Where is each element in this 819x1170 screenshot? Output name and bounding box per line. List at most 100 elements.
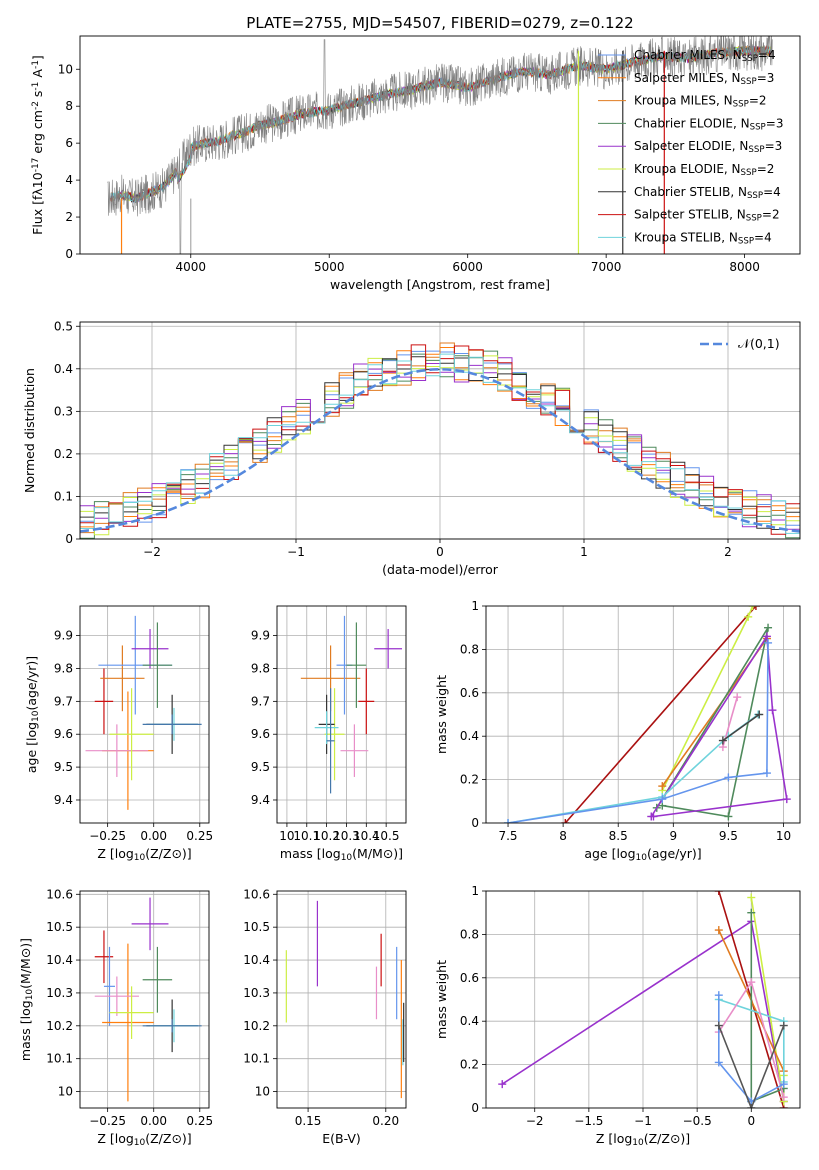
error-bar-point <box>374 629 403 669</box>
y-tick-label: 9.4 <box>251 793 270 807</box>
mass-vs-ebv-axes: 0.15 0.20 10 10.1 10.2 10.3 10.4 10.5 10.6 E(B-V) <box>243 887 407 1146</box>
residual-histogram-axes: −2 −1 0 1 2 0 0.1 0.2 0.3 0.4 0.5 (data-model)/erro… <box>22 319 801 577</box>
y-tick-label: 0.8 <box>460 642 479 656</box>
series-marker <box>751 606 760 610</box>
series-marker <box>658 795 667 804</box>
x-tick-label: 0.15 <box>295 1114 322 1128</box>
series-marker <box>658 782 667 791</box>
y-tick-label: 0.8 <box>460 927 479 941</box>
series-marker <box>733 693 742 702</box>
plot-area <box>486 606 800 823</box>
age-vs-metallicity-axes: −0.25 0.00 0.25 9.4 9.5 9.6 9.7 9.8 9.9 Z [log10(… <box>24 605 213 863</box>
x-tick-label: 10.2 <box>313 829 340 843</box>
error-bar-point <box>340 724 369 777</box>
massweight-vs-age-axes: 7.5 8 8.5 9 9.5 10 0 0.2 0.4 0.6 0.8 1 age [log10(ag… <box>434 599 801 863</box>
series-marker <box>768 706 777 715</box>
y-tick-label: 10.5 <box>46 920 73 934</box>
series-marker <box>747 1104 756 1108</box>
error-bar-point <box>142 946 173 1013</box>
error-bar-point <box>131 629 169 669</box>
y-tick-label: 10.1 <box>243 1052 270 1066</box>
x-tick-label: −2 <box>526 1114 544 1128</box>
data-line <box>107 36 773 254</box>
axes-frame <box>79 890 210 1109</box>
plot-area <box>80 322 800 539</box>
error-bar-point <box>142 1019 202 1033</box>
y-tick-label: 9.5 <box>54 760 73 774</box>
y-tick-label: 9.6 <box>54 727 73 741</box>
y-axis-label: Flux [fλ10-17 erg cm-2 s-1 A-1] <box>30 55 45 235</box>
series-marker <box>748 606 757 610</box>
x-axis-label: Z [log10(Z/Z⊙)] <box>596 1131 690 1148</box>
x-tick-label: −1 <box>287 545 305 559</box>
plot-area <box>80 606 209 823</box>
plot-area <box>80 891 209 1108</box>
y-tick-label: 9.8 <box>251 661 270 675</box>
axes-frame <box>276 605 407 824</box>
series-marker <box>744 612 753 621</box>
legend-label: 𝒩(0,1) <box>738 336 780 351</box>
x-tick-label: 5000 <box>314 260 345 274</box>
massweight-vs-metallicity-axes: −2 −1.5 −1 −0.5 0 0 0.2 0.4 0.6 0.8 1 Z [log10(Z/Z⊙… <box>434 884 801 1148</box>
plot-area <box>277 606 406 823</box>
y-tick-label: 0.5 <box>54 319 73 333</box>
series-marker <box>764 623 773 632</box>
error-bar-point <box>324 688 345 781</box>
x-axis-label: wavelength [Angstrom, rest frame] <box>330 277 550 292</box>
y-tick-label: 9.7 <box>251 694 270 708</box>
x-tick-label: 0.00 <box>140 829 167 843</box>
y-tick-label: 9.8 <box>54 661 73 675</box>
y-tick-label: 9.9 <box>54 629 73 643</box>
y-tick-label: 10 <box>58 1085 73 1099</box>
y-tick-label: 0.4 <box>460 729 479 743</box>
series-marker <box>747 893 756 902</box>
x-tick-label: 1 <box>580 545 588 559</box>
y-tick-label: 1 <box>471 884 479 898</box>
legend-label: Kroupa MILES, NSSP=2 <box>634 94 767 110</box>
legend-label: Kroupa ELODIE, NSSP=2 <box>634 162 774 178</box>
series-marker <box>498 1080 507 1089</box>
y-tick-label: 9.6 <box>251 727 270 741</box>
error-bar-point <box>94 930 114 984</box>
series-marker <box>762 632 771 641</box>
series-line <box>722 713 760 742</box>
axes-frame <box>485 605 801 824</box>
x-tick-label: 10 <box>776 829 791 843</box>
legend-label: Salpeter ELODIE, NSSP=3 <box>634 139 782 155</box>
x-tick-label: 10 <box>279 829 294 843</box>
error-bar-point <box>358 668 375 735</box>
y-tick-label: 10.2 <box>46 1019 73 1033</box>
y-tick-label: 9.7 <box>54 694 73 708</box>
y-tick-label: 10 <box>58 62 73 76</box>
error-bar-point <box>100 645 145 712</box>
x-tick-label: −0.5 <box>683 1114 712 1128</box>
y-tick-label: 9.9 <box>251 629 270 643</box>
x-axis-label: age [log10(age/yr)] <box>584 846 701 863</box>
y-tick-label: 0.2 <box>460 773 479 787</box>
legend: 𝒩(0,1) <box>700 336 780 351</box>
y-axis-label: mass [log10(M/M⊙)] <box>18 938 35 1061</box>
x-tick-label: 0.00 <box>140 1114 167 1128</box>
error-bar-point <box>142 714 202 735</box>
plot-area <box>107 36 773 254</box>
error-bar-point <box>102 943 154 1102</box>
histogram-step-line <box>80 353 800 534</box>
y-tick-label: 0.3 <box>54 404 73 418</box>
x-tick-label: 0 <box>436 545 444 559</box>
x-tick-label: 9 <box>669 829 677 843</box>
series-marker <box>714 1058 723 1067</box>
x-axis-label: E(B-V) <box>322 1131 361 1146</box>
x-tick-label: 4000 <box>175 260 206 274</box>
legend-label: Chabrier ELODIE, NSSP=3 <box>634 116 783 132</box>
y-tick-label: 10 <box>255 1085 270 1099</box>
x-tick-label: 8.5 <box>609 829 628 843</box>
legend-label: Salpeter MILES, NSSP=3 <box>634 71 774 87</box>
y-tick-label: 0.4 <box>54 362 73 376</box>
x-tick-label: 10.1 <box>293 829 320 843</box>
series-marker <box>747 978 756 987</box>
x-tick-label: 10.3 <box>333 829 360 843</box>
x-tick-label: 0.25 <box>186 1114 213 1128</box>
legend-label: Salpeter STELIB, NSSP=2 <box>634 208 780 224</box>
plot-area <box>486 891 800 1108</box>
